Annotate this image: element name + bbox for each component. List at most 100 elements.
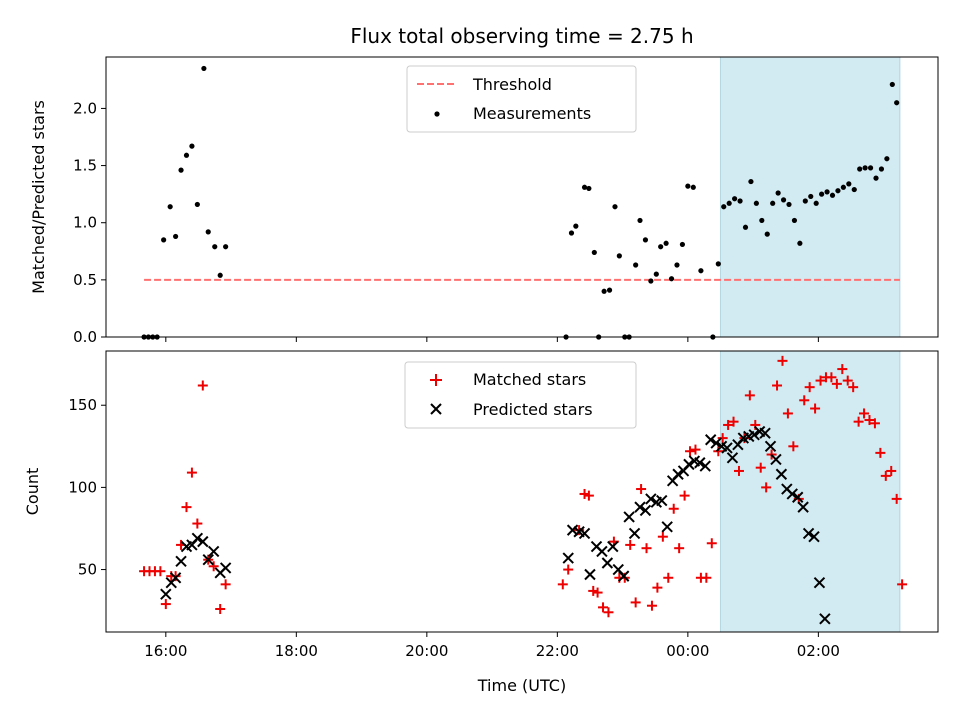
measurement-point bbox=[721, 204, 727, 210]
y-tick-label: 150 bbox=[68, 396, 97, 414]
predicted-star-point bbox=[748, 429, 760, 441]
y-tick-label: 1.5 bbox=[73, 157, 97, 175]
matched-star-point bbox=[641, 543, 652, 554]
x-tick-label: 00:00 bbox=[666, 642, 709, 660]
matched-star-point bbox=[583, 490, 594, 501]
bottom-y-ticks: 50 100 150 bbox=[68, 396, 106, 579]
measurement-point bbox=[829, 192, 836, 198]
measurement-point bbox=[223, 244, 229, 250]
x-tick-label: 20:00 bbox=[405, 642, 448, 660]
matched-star-point bbox=[837, 364, 848, 375]
y-tick-label: 2.0 bbox=[73, 99, 97, 117]
measurement-point bbox=[573, 223, 579, 229]
measurement-point bbox=[867, 165, 874, 171]
matched-star-point bbox=[853, 416, 864, 427]
predicted-star-point bbox=[197, 535, 209, 548]
matched-star-point bbox=[875, 447, 886, 458]
matched-star-point bbox=[706, 538, 717, 549]
matched-star-point bbox=[826, 372, 837, 383]
matched-star-point bbox=[842, 375, 853, 386]
top-axes-frame bbox=[105, 56, 939, 338]
measurement-points bbox=[141, 65, 900, 340]
predicted-star-point bbox=[617, 570, 630, 582]
x-axis-label: Time (UTC) bbox=[477, 676, 566, 695]
predicted-star-point bbox=[797, 501, 809, 513]
top-panel: 0.00.51.01.52.0 Matched/Predicted stars … bbox=[29, 56, 939, 346]
predicted-star-point bbox=[656, 494, 668, 507]
y-tick-label: 0.5 bbox=[73, 271, 97, 289]
measurement-point bbox=[846, 181, 852, 187]
bottom-x-ticks: 16:00 18:00 20:00 22:00 00:00 02:00 bbox=[144, 632, 840, 660]
measurement-point bbox=[742, 224, 749, 230]
measurement-point bbox=[194, 201, 200, 208]
bottom-axes-frame bbox=[105, 350, 939, 633]
predicted-star-point bbox=[813, 576, 826, 589]
x-tick-label: 16:00 bbox=[144, 642, 187, 660]
measurement-point bbox=[889, 81, 895, 88]
measurement-point bbox=[797, 240, 803, 246]
x-tick-label: 22:00 bbox=[536, 642, 579, 660]
predicted-star-point bbox=[721, 442, 733, 454]
predicted-star-point bbox=[607, 540, 619, 553]
matched-star-point bbox=[592, 587, 603, 598]
measurement-point bbox=[813, 200, 819, 206]
matched-star-point bbox=[208, 561, 219, 572]
predicted-star-point bbox=[726, 452, 739, 464]
matched-star-point bbox=[646, 600, 657, 611]
measurement-point bbox=[217, 272, 223, 278]
measurement-point bbox=[748, 178, 754, 185]
chart-title: Flux total observing time = 2.75 h bbox=[350, 24, 693, 48]
legend-matched-label: Matched stars bbox=[473, 370, 586, 389]
legend-predicted-swatch bbox=[430, 403, 442, 415]
matched-star-point bbox=[717, 433, 728, 444]
matched-star-point bbox=[685, 446, 696, 457]
matched-star-point bbox=[701, 572, 712, 583]
legend-measurements-label: Measurements bbox=[473, 104, 591, 123]
measurement-point bbox=[759, 217, 765, 224]
top-y-ticks: 0.0 0.5 1.0 1.5 2.0 bbox=[73, 99, 106, 346]
measurement-point bbox=[715, 261, 721, 267]
matched-star-point bbox=[804, 382, 815, 393]
measurement-point bbox=[878, 166, 885, 172]
measurement-point bbox=[685, 183, 691, 189]
measurement-point bbox=[698, 268, 704, 274]
predicted-star-point bbox=[764, 440, 777, 453]
measurement-point bbox=[786, 201, 792, 208]
measurement-point bbox=[201, 65, 207, 72]
matched-star-point bbox=[668, 503, 679, 514]
matched-star-point bbox=[728, 416, 739, 427]
predicted-star-point bbox=[808, 530, 820, 543]
predicted-star-point bbox=[628, 527, 641, 540]
matched-star-point bbox=[625, 539, 636, 550]
top-x-ticks bbox=[165, 337, 819, 342]
measurement-point bbox=[819, 191, 825, 197]
matched-star-point bbox=[799, 395, 810, 406]
matched-star-point bbox=[815, 375, 826, 386]
predicted-star-point bbox=[786, 488, 798, 500]
measurement-point bbox=[851, 186, 857, 193]
predicted-star-point bbox=[710, 437, 722, 449]
matched-star-point bbox=[674, 543, 685, 554]
measurement-point bbox=[726, 200, 732, 206]
measurement-point bbox=[873, 175, 879, 181]
measurement-point bbox=[808, 193, 814, 200]
measurement-point bbox=[663, 240, 669, 246]
predicted-star-point bbox=[160, 588, 172, 600]
matched-star-point bbox=[679, 490, 690, 501]
predicted-star-point bbox=[661, 521, 673, 533]
measurement-point bbox=[568, 230, 575, 236]
matched-star-point bbox=[557, 579, 568, 590]
measurement-point bbox=[780, 197, 787, 203]
predicted-star-point bbox=[191, 532, 204, 545]
matched-star-point bbox=[869, 418, 880, 429]
measurement-point bbox=[591, 249, 597, 256]
predicted-star-point bbox=[819, 613, 831, 625]
measurement-point bbox=[167, 204, 173, 210]
predicted-star-point bbox=[584, 568, 596, 581]
measurement-point bbox=[637, 217, 643, 224]
measurement-point bbox=[161, 237, 167, 243]
predicted-star-point bbox=[791, 491, 804, 503]
legend-predicted-label: Predicted stars bbox=[473, 400, 593, 419]
